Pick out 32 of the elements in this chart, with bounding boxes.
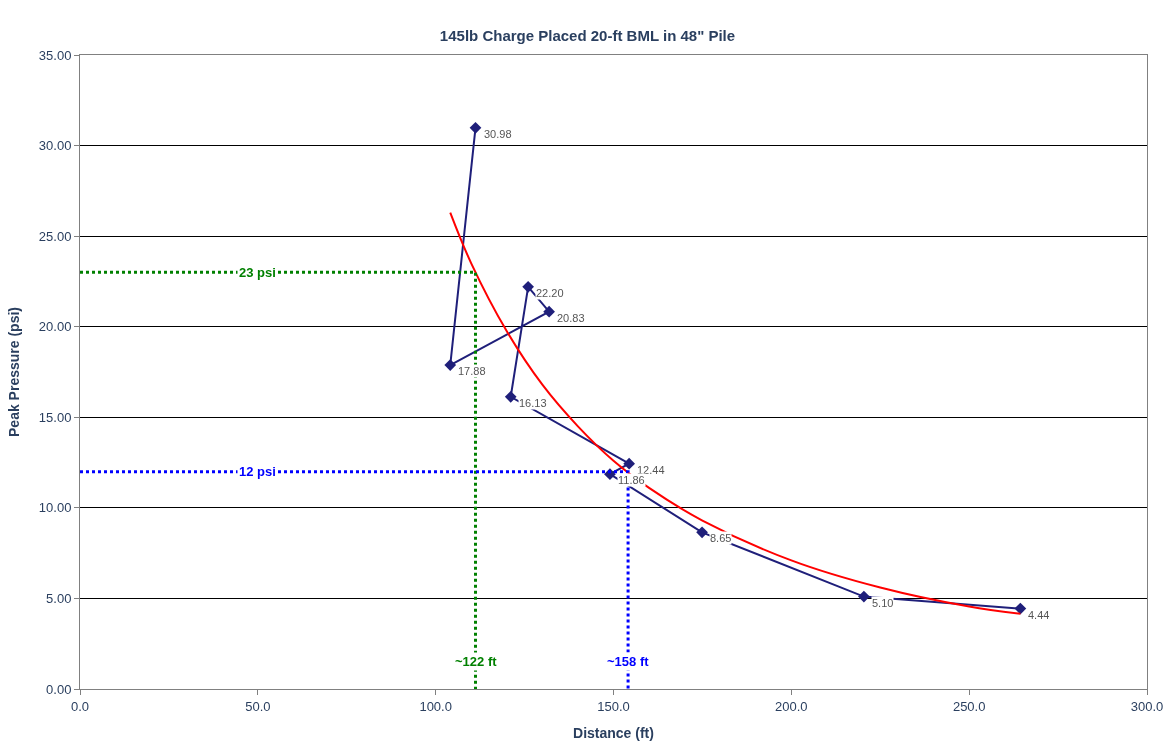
data-label: 30.98 (484, 128, 512, 140)
data-label: 4.44 (1028, 609, 1050, 621)
y-tick-label: 15.00 (38, 409, 72, 425)
chart-title: 145lb Charge Placed 20-ft BML in 48" Pile (439, 26, 736, 44)
y-axis-title: Peak Pressure (psi) (6, 307, 23, 437)
x-tick-label: 250.0 (952, 698, 986, 714)
y-tick-label: 0.00 (46, 681, 72, 697)
data-label: 11.86 (618, 474, 645, 486)
y-tick-label: 5.00 (46, 590, 72, 606)
x-tick-label: 0.0 (70, 698, 90, 714)
annotation: 12 psi (239, 464, 276, 479)
x-tick-label: 300.0 (1130, 698, 1164, 714)
y-tick-label: 20.00 (38, 319, 72, 335)
x-tick-label: 50.0 (245, 698, 271, 714)
x-tick-label: 150.0 (597, 698, 630, 714)
data-label: 20.83 (557, 312, 585, 324)
y-tick-label: 25.00 (38, 228, 72, 244)
annotation: ~158 ft (607, 654, 650, 669)
x-axis-title: Distance (ft) (573, 724, 654, 741)
data-label: 5.10 (872, 597, 894, 609)
y-tick-label: 30.00 (38, 138, 72, 154)
data-label: 22.20 (536, 287, 564, 299)
data-label: 16.13 (519, 397, 547, 409)
y-tick-label: 10.00 (38, 500, 72, 516)
data-label: 17.88 (458, 365, 486, 377)
y-tick-label: 35.00 (38, 47, 72, 63)
x-tick-label: 200.0 (775, 698, 808, 714)
annotation: ~122 ft (455, 654, 498, 669)
annotation: 23 psi (239, 265, 276, 280)
x-tick-label: 100.0 (419, 698, 452, 714)
data-label: 8.65 (710, 532, 732, 544)
data-label: 12.44 (637, 464, 665, 476)
